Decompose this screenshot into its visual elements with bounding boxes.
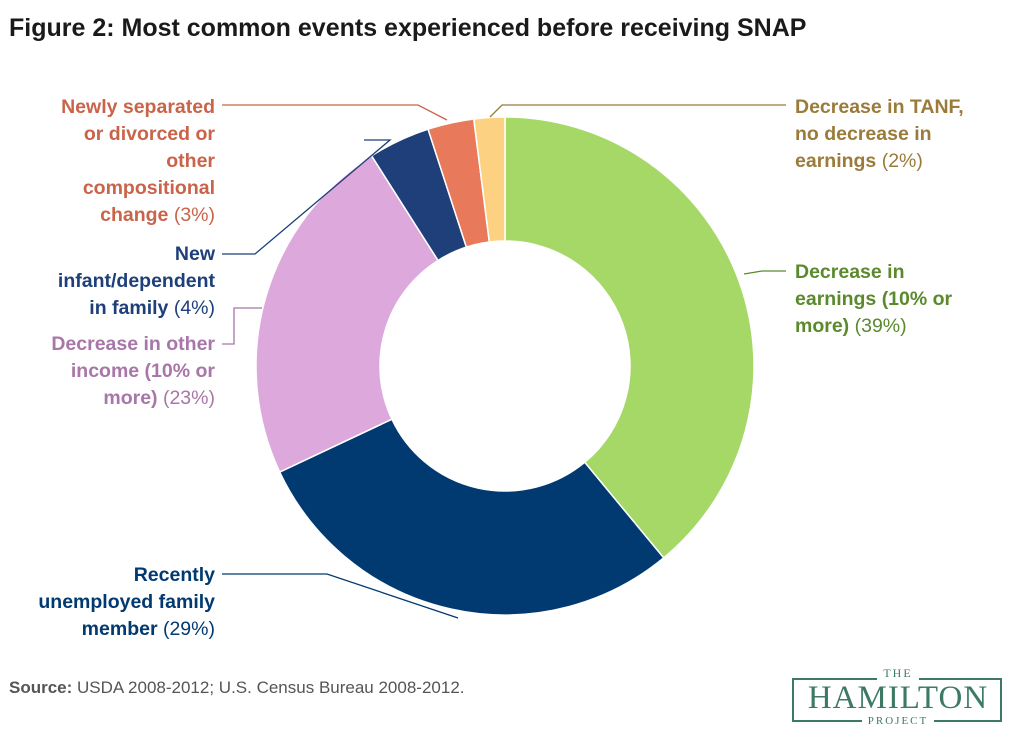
- leader-line-infant: [222, 139, 392, 255]
- slice-label-earnings: Decrease in earnings (10% or more) (39%): [795, 261, 953, 337]
- donut-slice-1: [278, 418, 665, 616]
- logo-the: THE: [792, 666, 1004, 681]
- source-note: Source: USDA 2008-2012; U.S. Census Bure…: [9, 678, 465, 698]
- leader-line-separated: [222, 104, 448, 121]
- slice-label-unemployed: Recently unemployed family member (29%): [38, 564, 215, 640]
- slice-label-separated: Newly separated or divorced or other com…: [61, 96, 215, 226]
- leader-line-other-income: [222, 307, 262, 345]
- source-text: USDA 2008-2012; U.S. Census Bureau 2008-…: [77, 678, 465, 697]
- source-label: Source:: [9, 678, 73, 697]
- leader-line-earnings: [743, 270, 786, 275]
- leader-line-tanf: [489, 104, 786, 118]
- donut-slice-2: [255, 154, 440, 474]
- slice-label-infant: New infant/dependent in family (4%): [57, 243, 215, 319]
- slice-label-tanf: Decrease in TANF, no decrease in earning…: [795, 96, 964, 172]
- leader-line-unemployed: [222, 573, 459, 619]
- donut-slice-0: [504, 116, 755, 559]
- logo-name: HAMILTON: [807, 680, 989, 716]
- hamilton-project-logo: THE HAMILTON PROJECT: [792, 666, 1004, 728]
- slice-label-other-income: Decrease in other income (10% or more) (…: [51, 333, 215, 409]
- logo-project: PROJECT: [792, 715, 1004, 727]
- chart-title: Figure 2: Most common events experienced…: [9, 14, 807, 42]
- donut-slice-5: [472, 116, 506, 243]
